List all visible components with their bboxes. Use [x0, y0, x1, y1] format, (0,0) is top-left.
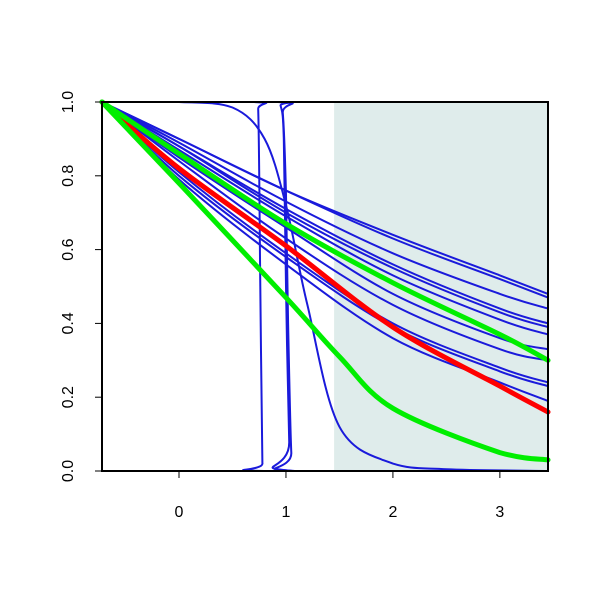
y-tick-label-2: 0.4: [60, 312, 77, 334]
y-tick-label-0: 0.0: [60, 460, 77, 482]
y-tick-label-5: 1.0: [60, 91, 77, 113]
series-line-red-11: [99, 99, 551, 415]
shaded-region: [334, 102, 548, 471]
x-tick-label-1: 1: [282, 504, 291, 521]
x-tick-label-3: 3: [495, 504, 504, 521]
series-line-blue-14: [101, 100, 549, 472]
series-line-blue-4: [101, 101, 549, 329]
plot-frame: [101, 101, 549, 472]
series-line-blue-1: [101, 101, 549, 299]
y-tick-label-1: 0.2: [60, 386, 77, 408]
series-line-green-12: [99, 99, 551, 363]
series-line-blue-6: [101, 101, 549, 351]
series-line-blue-7: [101, 101, 549, 362]
series-line-blue-5: [101, 101, 549, 336]
series-line-blue-8: [101, 101, 549, 384]
x-tick-label-0: 0: [175, 504, 184, 521]
series-line-green-13: [99, 99, 551, 463]
axes-layer: 0 1 2 3 0.0 0.2 0.4 0.6 0.8 1.0: [60, 91, 504, 521]
y-tick-label-4: 0.8: [60, 165, 77, 187]
x-tick-label-2: 2: [388, 504, 397, 521]
series-line-blue-2: [101, 101, 549, 310]
y-tick-label-3: 0.6: [60, 238, 77, 260]
series-line-blue-9: [101, 101, 549, 388]
